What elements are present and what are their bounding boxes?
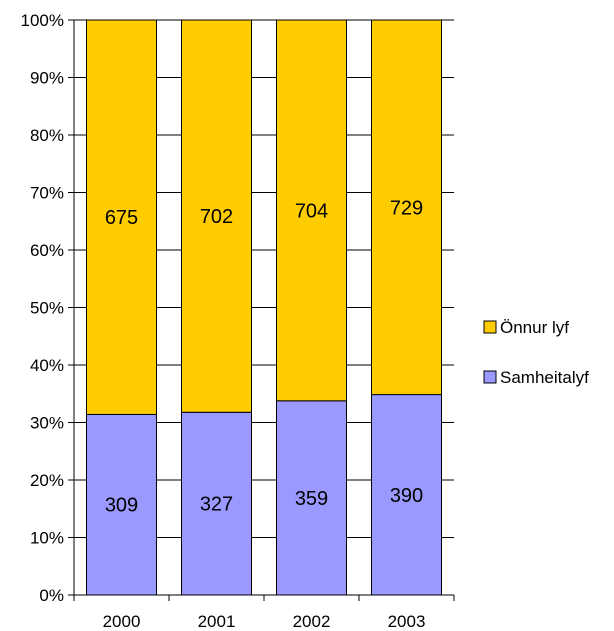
bar-segment: [276, 19, 347, 402]
data-label: 702: [200, 206, 233, 228]
y-tick-label: 40%: [30, 356, 64, 375]
x-tick-labels: 2000 2001 2002 2003: [103, 612, 426, 631]
legend-swatch: [483, 320, 497, 334]
data-labels: 309 675 327 702 359 704 390 729: [105, 197, 423, 516]
data-label: 327: [200, 494, 233, 516]
y-tick-labels: 0% 10% 20% 30% 40% 50% 60% 70% 80% 90% 100%: [21, 11, 64, 605]
bar-segment: [371, 19, 442, 396]
y-tick-label: 10%: [30, 529, 64, 548]
y-tick-label: 50%: [30, 299, 64, 318]
bar-segment: [276, 400, 347, 596]
data-label: 675: [105, 207, 138, 229]
axes: [68, 19, 455, 601]
legend-label: Samheitalyf: [500, 368, 589, 387]
bar-segment: [86, 19, 157, 415]
data-label: 309: [105, 495, 138, 517]
y-tick-label: 20%: [30, 471, 64, 490]
data-label: 704: [295, 200, 328, 222]
data-label: 359: [295, 488, 328, 510]
x-tick-label: 2002: [293, 612, 331, 631]
data-label: 729: [390, 197, 423, 219]
legend-swatch: [483, 370, 497, 384]
y-tick-label: 60%: [30, 241, 64, 260]
y-tick-label: 0%: [39, 586, 64, 605]
data-label: 390: [390, 485, 423, 507]
y-tick-label: 80%: [30, 126, 64, 145]
x-tick-label: 2003: [388, 612, 426, 631]
legend: Önnur lyf Samheitalyf: [483, 318, 589, 387]
x-tick-label: 2001: [198, 612, 236, 631]
x-tick-label: 2000: [103, 612, 141, 631]
bar-segment: [371, 394, 442, 596]
y-tick-label: 30%: [30, 414, 64, 433]
y-tick-label: 70%: [30, 184, 64, 203]
y-tick-label: 90%: [30, 69, 64, 88]
bar-segment: [181, 19, 252, 413]
y-tick-label: 100%: [21, 11, 64, 30]
legend-label: Önnur lyf: [500, 318, 569, 337]
